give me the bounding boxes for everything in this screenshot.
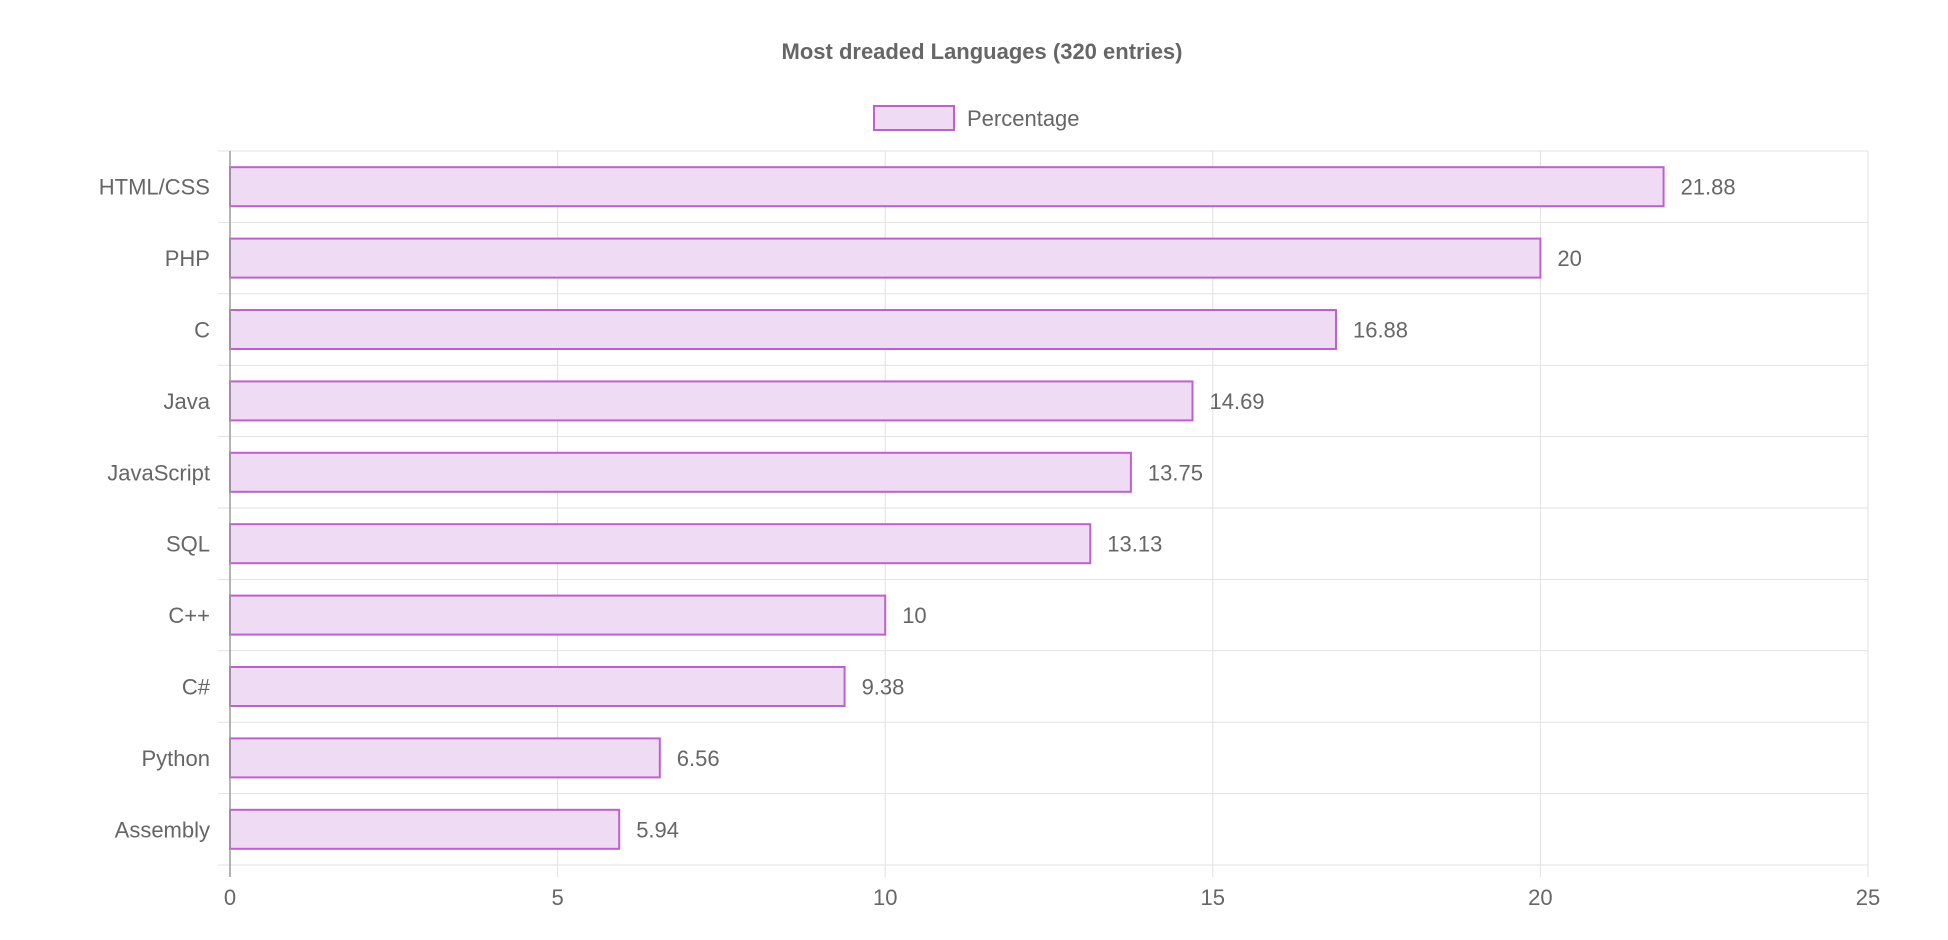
data-label: 10 (902, 603, 926, 628)
bar[interactable] (229, 451, 1132, 493)
data-label: 6.56 (677, 746, 720, 771)
x-tick-label: 25 (1856, 885, 1880, 910)
data-label: 5.94 (636, 817, 679, 842)
bar[interactable] (229, 666, 846, 707)
legend-label[interactable]: Percentage (967, 106, 1080, 131)
data-label: 13.75 (1148, 460, 1203, 485)
y-tick-label: C# (182, 675, 211, 700)
bar[interactable] (229, 808, 621, 850)
bar[interactable] (229, 380, 1194, 422)
x-tick-label: 20 (1528, 885, 1552, 910)
y-tick-label: SQL (166, 532, 210, 557)
bar[interactable] (229, 166, 1665, 208)
data-label: 21.88 (1681, 175, 1736, 200)
x-tick-label: 5 (551, 885, 563, 910)
bar[interactable] (229, 523, 1092, 565)
tick-labels: 21.88 HTML/CSS 20 PHP 16.88 C 14.69 Java 13.75 Ja… (99, 175, 1880, 910)
bar[interactable] (229, 237, 1542, 279)
bar[interactable] (229, 594, 887, 636)
y-tick-label: HTML/CSS (99, 175, 210, 200)
y-tick-label: C++ (168, 603, 210, 628)
bar[interactable] (229, 737, 661, 779)
x-tick-label: 10 (873, 885, 897, 910)
data-label: 20 (1557, 246, 1581, 271)
bars (229, 166, 1665, 850)
y-tick-label: PHP (165, 246, 210, 271)
y-tick-label: Python (142, 746, 211, 771)
y-tick-label: Java (164, 389, 211, 414)
chart-title: Most dreaded Languages (320 entries) (782, 39, 1183, 64)
data-label: 16.88 (1353, 318, 1408, 343)
legend-swatch[interactable] (873, 105, 955, 131)
x-tick-label: 0 (224, 885, 236, 910)
y-tick-label: Assembly (115, 817, 210, 842)
legend[interactable]: Percentage (873, 105, 1080, 131)
data-label: 13.13 (1107, 532, 1162, 557)
gridlines (218, 150, 1869, 877)
y-tick-label: JavaScript (107, 460, 210, 485)
data-label: 9.38 (862, 675, 905, 700)
y-tick-label: C (194, 318, 210, 343)
x-tick-label: 15 (1201, 885, 1225, 910)
bar[interactable] (229, 309, 1337, 350)
data-label: 14.69 (1209, 389, 1264, 414)
